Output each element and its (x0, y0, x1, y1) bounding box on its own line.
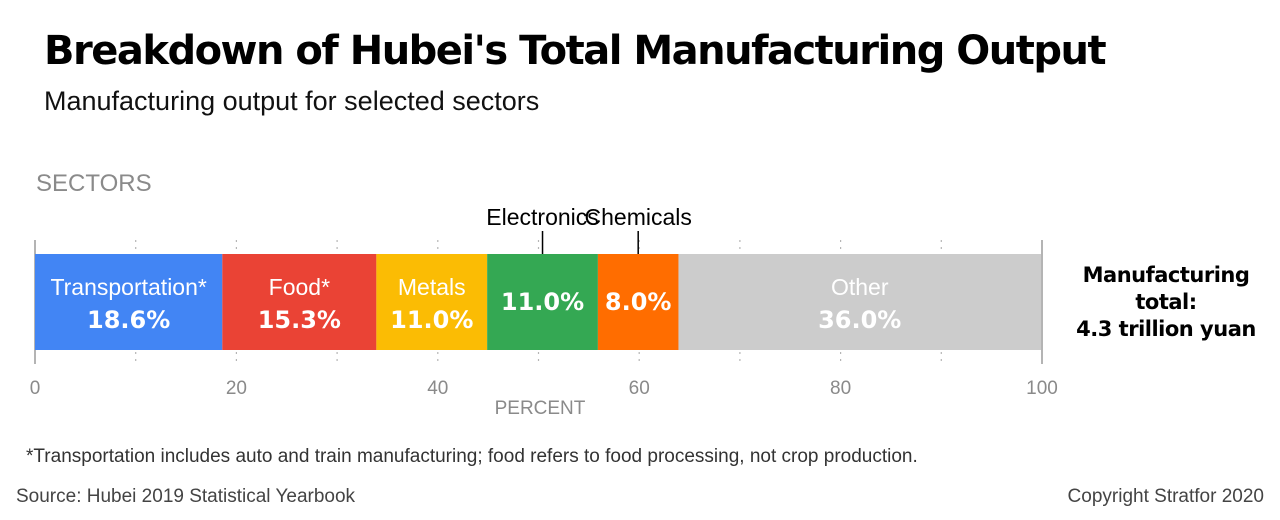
segment-name-label: Other (831, 274, 889, 300)
chart-subtitle: Manufacturing output for selected sector… (44, 86, 540, 116)
x-axis-label: PERCENT (495, 398, 586, 419)
total-line-2: total: (1135, 290, 1197, 314)
bar-segment (376, 254, 488, 350)
x-tick-label: 0 (30, 378, 41, 399)
x-tick-label: 40 (427, 378, 448, 399)
segment-value-label: 15.3% (258, 306, 341, 334)
segment-value-label: 11.0% (390, 306, 473, 334)
x-tick-label: 100 (1026, 378, 1058, 399)
source-note: Source: Hubei 2019 Statistical Yearbook (16, 486, 356, 507)
bar-segment (487, 254, 598, 350)
bar-segment (678, 254, 1041, 350)
bar-segment (35, 254, 223, 350)
bar-segment (222, 254, 377, 350)
segment-value-label: 36.0% (818, 306, 901, 334)
x-tick-label: 80 (830, 378, 851, 399)
manufacturing-total: Manufacturing total: 4.3 trillion yuan (1062, 262, 1270, 343)
bar-segment (597, 254, 679, 350)
x-axis: 0 20 40 60 80 100 (30, 378, 1058, 399)
segment-labels: Transportation* 18.6% Food* 15.3% Metals 11.0… (50, 204, 901, 334)
total-line-1: Manufacturing (1082, 263, 1250, 287)
segment-name-label: Transportation* (50, 274, 206, 300)
segment-value-label: 11.0% (501, 288, 584, 316)
footnote: *Transportation includes auto and train … (26, 446, 918, 467)
segment-value-label: 8.0% (605, 288, 672, 316)
segment-name-label: Food* (269, 274, 330, 300)
segment-name-label: Chemicals (585, 204, 692, 230)
segment-name-label: Metals (398, 274, 466, 300)
bar-segments (35, 254, 1041, 350)
y-axis-label: SECTORS (36, 170, 152, 197)
total-line-3: 4.3 trillion yuan (1076, 317, 1256, 341)
stacked-bar-chart: Transportation* 18.6% Food* 15.3% Metals 11.0… (30, 170, 1058, 419)
segment-value-label: 18.6% (87, 306, 170, 334)
segment-name-label: Electronics (486, 204, 598, 230)
chart-title: Breakdown of Hubei's Total Manufacturing… (44, 28, 1107, 74)
x-tick-label: 20 (226, 378, 247, 399)
x-tick-label: 60 (629, 378, 650, 399)
copyright-note: Copyright Stratfor 2020 (1067, 486, 1264, 507)
